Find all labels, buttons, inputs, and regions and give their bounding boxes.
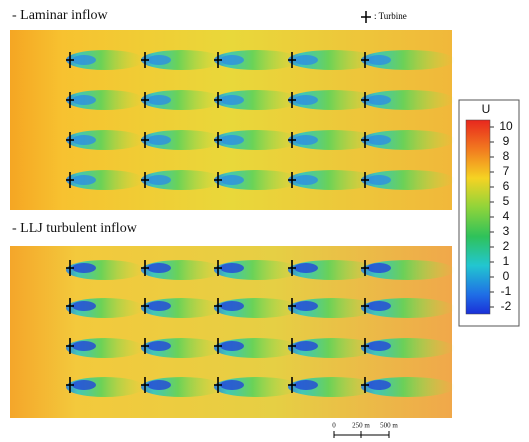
wake-core (294, 135, 318, 145)
scale-bar: 0 250 m 500 m (332, 422, 398, 438)
figure: - Laminar inflow : Turbine - LLJ turbule… (0, 0, 529, 442)
wake-core (147, 380, 171, 390)
colorbar-tick-label: 10 (499, 119, 513, 133)
wake-core (147, 301, 171, 311)
colorbar-title: U (482, 102, 491, 116)
legend-label: : Turbine (374, 11, 407, 21)
turbine-legend: : Turbine (361, 11, 407, 23)
wake-core (220, 55, 244, 65)
colorbar-tick-label: 8 (503, 149, 510, 163)
wake-core (72, 301, 96, 311)
wake-core (72, 175, 96, 185)
wake-core (367, 263, 391, 273)
wake-core (367, 55, 391, 65)
colorbar-tick-label: 2 (503, 239, 510, 253)
colorbar-tick-label: 6 (503, 179, 510, 193)
wake-core (220, 95, 244, 105)
wake-core (72, 263, 96, 273)
wake-core (147, 341, 171, 351)
wake-core (367, 175, 391, 185)
colorbar-tick-label: 1 (503, 254, 510, 268)
wake-core (294, 263, 318, 273)
panel-title: - LLJ turbulent inflow (12, 221, 138, 236)
wake-core (367, 341, 391, 351)
wake-core (294, 95, 318, 105)
colorbar-tick-label: 9 (503, 134, 510, 148)
wake-core (294, 55, 318, 65)
wake-core (220, 301, 244, 311)
colorbar-tick-label: 3 (503, 224, 510, 238)
wake-core (147, 95, 171, 105)
wake-core (72, 95, 96, 105)
wake-core (367, 380, 391, 390)
wake-core (72, 55, 96, 65)
colorbar-tick-label: -1 (501, 284, 512, 298)
wake-core (367, 301, 391, 311)
colorbar-tick-label: 0 (503, 269, 510, 283)
wake-core (294, 341, 318, 351)
wake-core (72, 135, 96, 145)
wake-core (294, 380, 318, 390)
colorbar-tick-label: -2 (501, 299, 512, 313)
wake-core (72, 341, 96, 351)
wake-core (294, 301, 318, 311)
wake-core (220, 175, 244, 185)
wake-core (367, 135, 391, 145)
wake-core (72, 380, 96, 390)
wake-core (220, 380, 244, 390)
colorbar-ramp (466, 120, 490, 314)
colorbar-tick-label: 7 (503, 164, 510, 178)
wake-core (220, 341, 244, 351)
colorbar-tick-label: 5 (503, 194, 510, 208)
wake-core (147, 263, 171, 273)
scale-label: 500 m (380, 422, 398, 430)
wake-core (147, 175, 171, 185)
wake-core (147, 135, 171, 145)
wake-core (147, 55, 171, 65)
panel-title: - Laminar inflow (12, 8, 109, 23)
scale-label: 0 (332, 422, 336, 430)
wake-core (220, 263, 244, 273)
wake-core (294, 175, 318, 185)
wake-core (367, 95, 391, 105)
colorbar-tick-label: 4 (503, 209, 510, 223)
wake-core (220, 135, 244, 145)
scale-label: 250 m (352, 422, 370, 430)
